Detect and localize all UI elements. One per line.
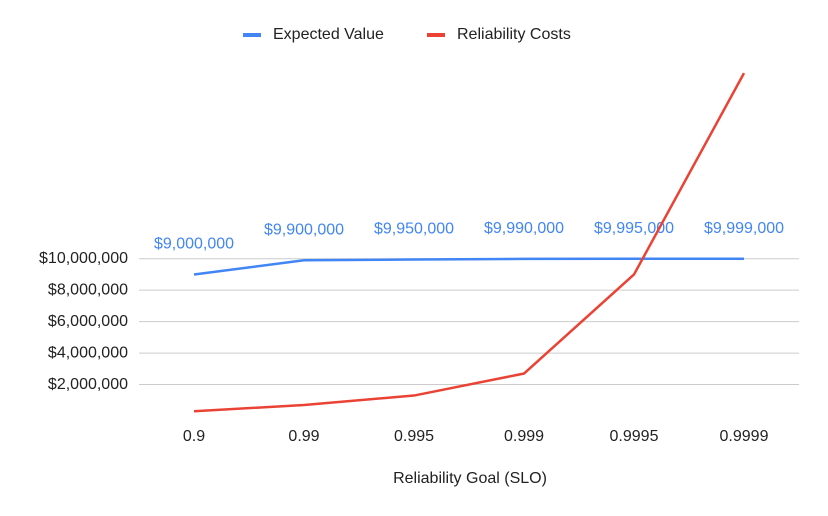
data-label: $9,900,000 bbox=[264, 222, 344, 239]
legend-label: Reliability Costs bbox=[457, 26, 571, 43]
series-line bbox=[193, 257, 745, 276]
data-label: $9,000,000 bbox=[154, 236, 234, 253]
y-tick-label: $4,000,000 bbox=[48, 344, 128, 361]
x-tick-label: 0.9995 bbox=[610, 428, 659, 445]
data-label: $9,990,000 bbox=[484, 220, 564, 237]
data-label: $9,950,000 bbox=[374, 221, 454, 238]
x-tick-label: 0.99 bbox=[288, 428, 319, 445]
data-label: $9,999,000 bbox=[704, 220, 784, 237]
x-tick-label: 0.995 bbox=[394, 428, 434, 445]
y-tick-label: $6,000,000 bbox=[48, 313, 128, 330]
x-tick-label: 0.999 bbox=[504, 428, 544, 445]
x-tick-label: 0.9 bbox=[183, 428, 205, 445]
y-tick-label: $8,000,000 bbox=[48, 281, 128, 298]
x-tick-label: 0.9999 bbox=[720, 428, 769, 445]
series-line bbox=[193, 72, 746, 413]
data-label: $9,995,000 bbox=[594, 220, 674, 237]
legend-label: Expected Value bbox=[273, 26, 384, 43]
y-tick-label: $2,000,000 bbox=[48, 376, 128, 393]
y-tick-label: $10,000,000 bbox=[39, 250, 128, 267]
x-axis-title: Reliability Goal (SLO) bbox=[393, 470, 547, 487]
